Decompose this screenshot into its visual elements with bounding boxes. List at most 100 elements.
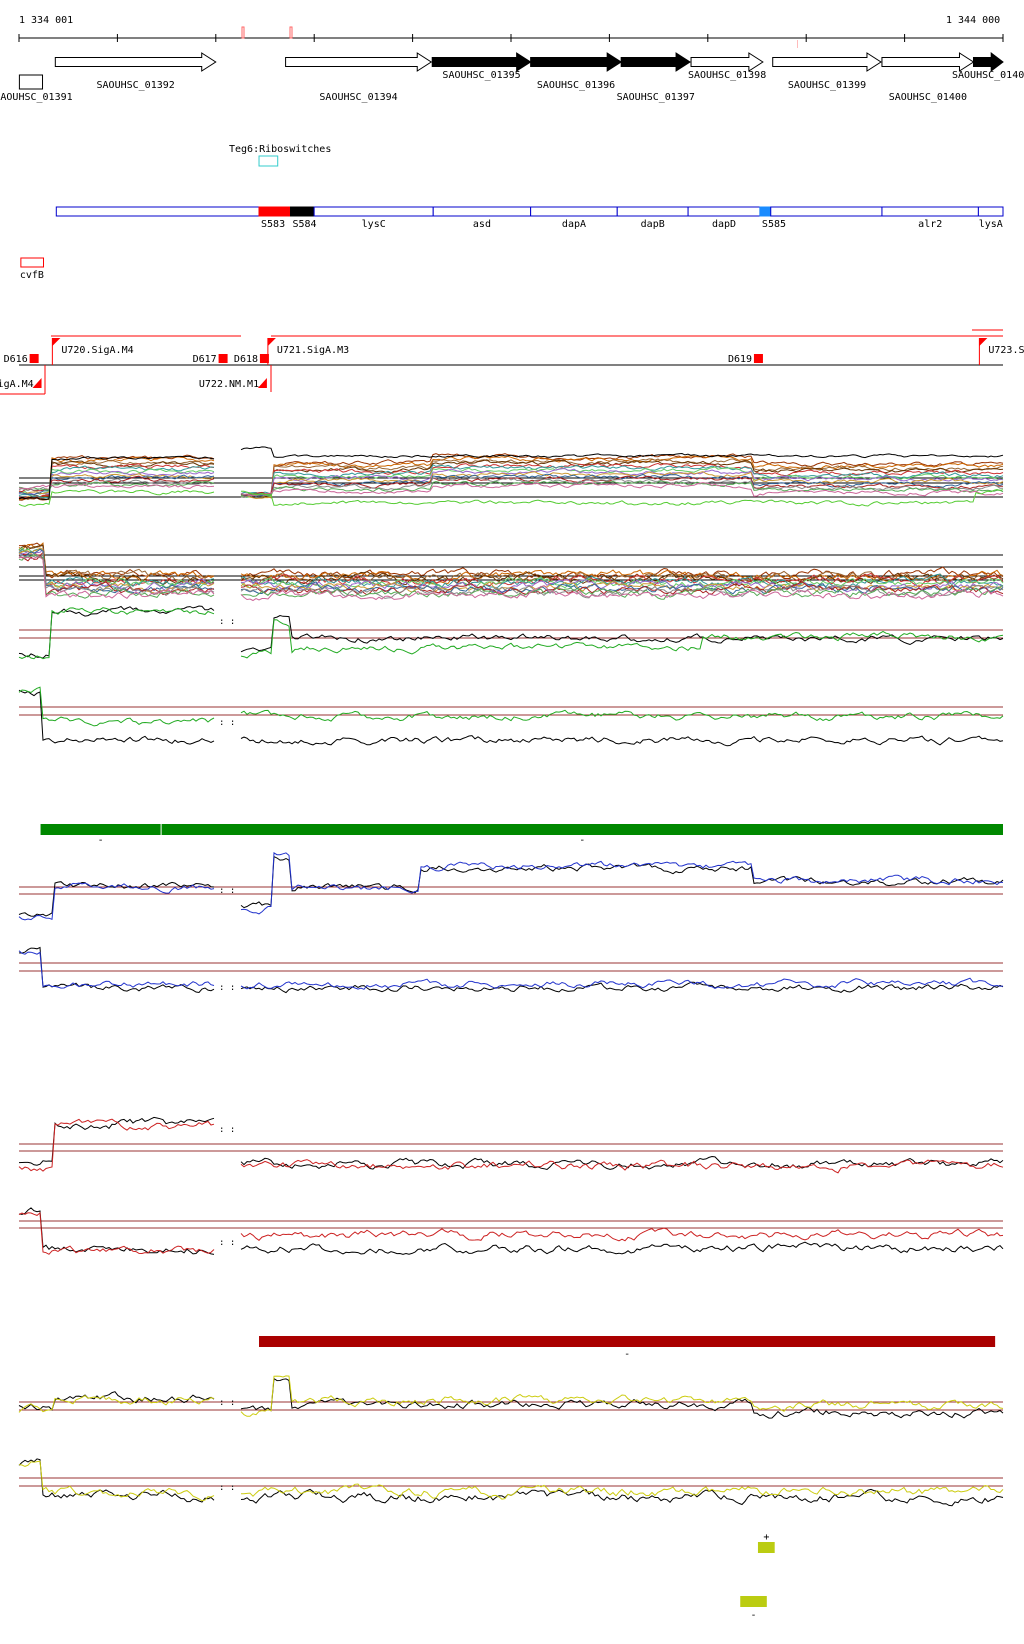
rna-box [687, 206, 761, 217]
gene-arrow [772, 52, 882, 72]
cvfB-track: cvfB [20, 257, 45, 281]
gene-label: SAOUHSC_01396 [537, 80, 615, 91]
expression-panel-blue-minus: : : [18, 946, 1004, 994]
segment-strand-label: - [98, 835, 104, 846]
rna-box [258, 206, 292, 217]
expression-panel-green-minus: : : [18, 686, 1004, 747]
riboswitch-label: Teg6:Riboswitches [229, 144, 331, 155]
rna-feature-lysa[interactable]: lysA [977, 206, 1004, 230]
promoter-label: U721.SigA.M3 [277, 345, 349, 356]
rna-feature-track: S583 S584 lysC asd dapA dapB dapD S585 alr2 lysA [55, 206, 1004, 230]
promoter-u722-nm-m1[interactable]: U722.NM.M1 [199, 378, 267, 390]
rna-feature-dapd[interactable]: dapD [687, 206, 761, 230]
rna-box [313, 206, 434, 217]
promoter-label: D617 [193, 354, 217, 365]
segment-bar-green[interactable]: -- [40, 824, 1004, 846]
expression-trace [18, 548, 1004, 594]
rna-feature-s583[interactable]: S583 [258, 206, 292, 230]
rna-box [881, 206, 979, 217]
segment [40, 824, 161, 835]
expression-trace [18, 1458, 1004, 1507]
gene-arrow [431, 52, 532, 72]
gene-saouhsc_01397[interactable]: SAOUHSC_01397 [617, 52, 695, 103]
segment [757, 1542, 775, 1553]
gene-label: SAOUHSC_01394 [319, 92, 397, 103]
gap-marker: : : [219, 1398, 235, 1408]
rna-label: dapA [562, 219, 586, 230]
promoter-box [259, 354, 269, 363]
gene-saouhsc_01400[interactable]: SAOUHSC_01400 [881, 52, 975, 103]
promoter-d616[interactable]: D616 [4, 354, 39, 365]
rna-feature[interactable] [770, 206, 883, 217]
promoter-d619[interactable]: D619 [728, 354, 763, 365]
promoter-u723-si[interactable]: U723.Si [978, 338, 1024, 365]
promoter-d618[interactable]: D618 [234, 354, 269, 365]
expression-trace [18, 473, 1004, 497]
segment [161, 824, 1004, 835]
expression-trace [18, 1118, 1004, 1174]
gene-saouhsc_01394[interactable]: SAOUHSC_01394 [285, 52, 433, 103]
gene-saouhsc_01401[interactable]: SAOUHSC_0140 [952, 51, 1024, 81]
segment-bar-yellow-minus[interactable]: - [740, 1596, 767, 1621]
promoter-markers: D616 U720.SigA.M4 D617 D618 U721.SigA.M3 D619… [0, 338, 1024, 390]
promoter-label: U723.Si [988, 345, 1024, 356]
gap-marker: : : [219, 1483, 235, 1493]
gene-label: SAOUHSC_01392 [97, 80, 175, 91]
rna-label: S583 [261, 219, 285, 230]
rna-box [616, 206, 689, 217]
gene-saouhsc_01396[interactable]: SAOUHSC_01396 [530, 52, 623, 91]
rna-feature-alr2[interactable]: alr2 [881, 206, 979, 230]
cvfB-label: cvfB [20, 270, 44, 281]
promoter-flag [267, 338, 276, 346]
segment-strand-label: - [579, 835, 585, 846]
rna-feature-asd[interactable]: asd [432, 206, 532, 230]
gene-arrow [690, 52, 764, 72]
expression-trace [18, 548, 1004, 595]
gap-marker: : : [219, 1238, 235, 1248]
expression-trace [18, 542, 1004, 585]
expression-trace [18, 1460, 1004, 1502]
rna-label: S585 [762, 219, 786, 230]
promoter-flag [32, 378, 42, 388]
rna-box [977, 206, 1004, 217]
expression-tracks: : :: :: :: :: :: :: :: : [18, 446, 1004, 1507]
rna-feature-dapb[interactable]: dapB [616, 206, 689, 230]
ruler-ticks [18, 34, 1004, 42]
gap-marker: : : [219, 718, 235, 728]
promoter-label: U720.SigA.M4 [61, 345, 133, 356]
rna-label: dapD [712, 219, 736, 230]
rna-feature-lysc[interactable]: lysC [313, 206, 434, 230]
gene-saouhsc_01399[interactable]: SAOUHSC_01399 [772, 52, 882, 91]
ruler-marker [797, 40, 798, 48]
segment-bar-yellow-plus[interactable]: + [757, 1532, 775, 1553]
gene-saouhsc_01395[interactable]: SAOUHSC_01395 [431, 52, 532, 81]
gene-label: SAOUHSC_01395 [442, 70, 520, 81]
gap-marker: : : [219, 886, 235, 896]
rna-feature[interactable] [55, 206, 260, 217]
promoter-label: D616 [4, 354, 28, 365]
promoter-iga-m4[interactable]: igA.M4 [0, 378, 42, 390]
gene-saouhsc_01392[interactable]: SAOUHSC_01392 [54, 52, 217, 91]
cvfB-feature[interactable] [20, 257, 45, 268]
riboswitch-feature[interactable] [258, 155, 279, 167]
promoter-d617[interactable]: D617 [193, 354, 228, 365]
gene-label: SAOUHSC_01397 [617, 92, 695, 103]
promoter-u720-siga-m4[interactable]: U720.SigA.M4 [51, 338, 134, 365]
segment-bar-darkred[interactable]: - [259, 1336, 996, 1360]
expression-trace [18, 1212, 1004, 1255]
rna-box [432, 206, 532, 217]
gene-box [18, 74, 44, 90]
gap-marker: : : [219, 1125, 235, 1135]
ruler-end-label: 1 344 000 [946, 15, 1000, 26]
segment-strand-label: - [751, 1610, 757, 1621]
rna-box [290, 206, 315, 217]
rna-feature-s584[interactable]: S584 [290, 206, 317, 230]
gene-saouhsc_01391[interactable]: AOUHSC_01391 [0, 74, 73, 103]
rna-label: S584 [293, 219, 317, 230]
expression-panel-all-conditions [18, 446, 1004, 507]
gene-saouhsc_01398[interactable]: SAOUHSC_01398 [688, 52, 766, 81]
segment [259, 1336, 996, 1347]
promoter-u721-siga-m3[interactable]: U721.SigA.M3 [267, 338, 349, 365]
rna-feature-dapa[interactable]: dapA [530, 206, 618, 230]
